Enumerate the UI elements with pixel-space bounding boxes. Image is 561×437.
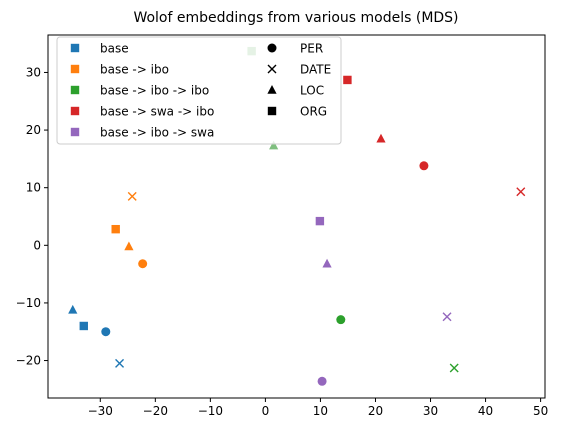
y-tick-label: 20 xyxy=(26,123,41,137)
y-axis-ticks: −20 −10 0 10 20 30 xyxy=(16,65,48,368)
data-point-org xyxy=(343,75,352,85)
x-tick-label: 20 xyxy=(368,404,383,418)
data-point-date xyxy=(442,312,452,322)
x-tick-label: 40 xyxy=(478,404,493,418)
chart-title: Wolof embeddings from various models (MD… xyxy=(133,10,458,26)
legend-entities: PER DATE LOC ORG xyxy=(267,42,331,119)
data-point-date xyxy=(516,187,526,197)
x-tick-label: 0 xyxy=(262,404,270,418)
legend-model-label: base -> ibo xyxy=(100,63,169,77)
plot-area-frame xyxy=(47,34,546,399)
data-point-per xyxy=(317,376,327,386)
legend-frame xyxy=(56,36,342,145)
data-point-per xyxy=(138,259,148,269)
legend: base base -> ibo base -> ibo -> ibo base ->… xyxy=(56,36,342,145)
y-tick-label: 10 xyxy=(26,181,41,195)
legend-model-marker xyxy=(70,43,80,53)
legend-entity-marker xyxy=(267,85,277,94)
x-axis-ticks: −30 −20 −10 0 10 20 30 40 50 xyxy=(88,398,548,418)
data-points xyxy=(68,46,526,386)
legend-entity-label: LOC xyxy=(300,84,324,98)
legend-entity-label: DATE xyxy=(300,63,331,77)
x-tick-label: 10 xyxy=(313,404,328,418)
legend-model-marker xyxy=(70,85,80,95)
x-tick-label: −30 xyxy=(88,404,113,418)
legend-entity-label: ORG xyxy=(300,105,327,119)
legend-model-marker xyxy=(70,106,80,116)
legend-entity-marker xyxy=(267,64,277,74)
data-point-per xyxy=(419,161,429,171)
y-tick-label: 0 xyxy=(33,238,41,252)
data-point-per xyxy=(336,315,346,325)
data-point-org xyxy=(315,216,325,226)
legend-models: base base -> ibo base -> ibo -> ibo base ->… xyxy=(70,42,214,140)
y-tick-label: 30 xyxy=(26,65,41,79)
y-tick-label: −10 xyxy=(16,296,41,310)
data-point-loc xyxy=(269,140,279,150)
data-point-org xyxy=(79,321,88,331)
x-tick-label: 30 xyxy=(423,404,438,418)
data-point-loc xyxy=(124,241,134,251)
data-point-org xyxy=(111,224,120,234)
x-tick-label: −20 xyxy=(143,404,168,418)
legend-model-label: base -> swa -> ibo xyxy=(100,105,214,119)
legend-model-label: base -> ibo -> ibo xyxy=(100,84,209,98)
x-tick-label: 50 xyxy=(533,404,548,418)
data-point-date xyxy=(449,363,459,373)
y-tick-label: −20 xyxy=(16,354,41,368)
legend-entity-marker xyxy=(267,43,277,53)
legend-model-marker xyxy=(70,127,80,137)
x-tick-label: −10 xyxy=(198,404,223,418)
data-point-date xyxy=(115,358,125,368)
legend-entity-marker xyxy=(267,106,277,116)
legend-entity-label: PER xyxy=(300,42,323,56)
data-point-loc xyxy=(376,133,386,143)
legend-model-label: base xyxy=(100,42,129,56)
data-point-date xyxy=(127,191,137,201)
legend-model-label: base -> ibo -> swa xyxy=(100,126,214,140)
legend-model-marker xyxy=(70,64,80,74)
data-point-per xyxy=(101,327,111,337)
data-point-loc xyxy=(68,304,78,314)
data-point-loc xyxy=(322,258,332,268)
